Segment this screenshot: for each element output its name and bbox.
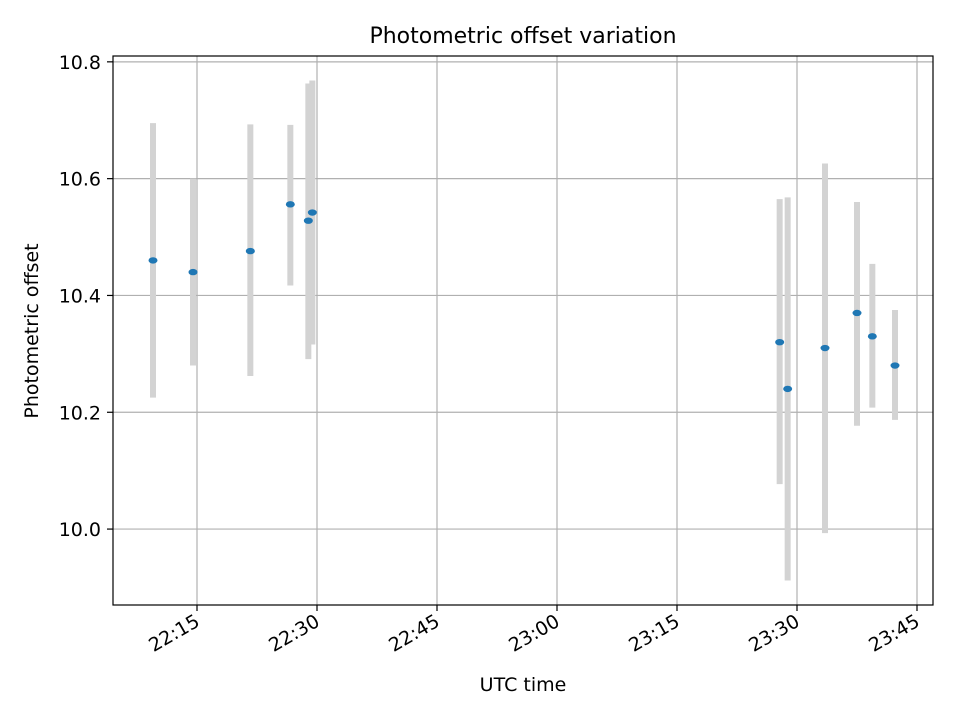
data-point — [188, 268, 198, 276]
y-tick-label: 10.8 — [59, 52, 101, 74]
data-point — [783, 385, 793, 393]
data-point — [303, 217, 313, 224]
data-point — [852, 309, 862, 317]
data-point — [285, 201, 295, 208]
y-axis-ticks: 10.0 10.2 10.4 10.6 10.8 — [59, 52, 113, 541]
data-points — [148, 201, 900, 393]
data-point — [890, 362, 900, 369]
x-axis-label: UTC time — [480, 674, 567, 696]
data-point — [867, 333, 877, 340]
data-point — [245, 247, 255, 255]
data-point — [775, 338, 785, 346]
data-point — [307, 209, 317, 216]
chart-title: Photometric offset variation — [369, 24, 676, 49]
y-tick-label: 10.6 — [59, 169, 101, 191]
data-point — [148, 257, 158, 264]
y-tick-label: 10.2 — [59, 402, 101, 424]
plot-area-frame — [112, 55, 934, 606]
y-tick-label: 10.4 — [59, 285, 101, 307]
y-axis-label: Photometric offset — [21, 243, 43, 418]
data-point — [820, 344, 830, 352]
y-tick-label: 10.0 — [59, 519, 101, 541]
